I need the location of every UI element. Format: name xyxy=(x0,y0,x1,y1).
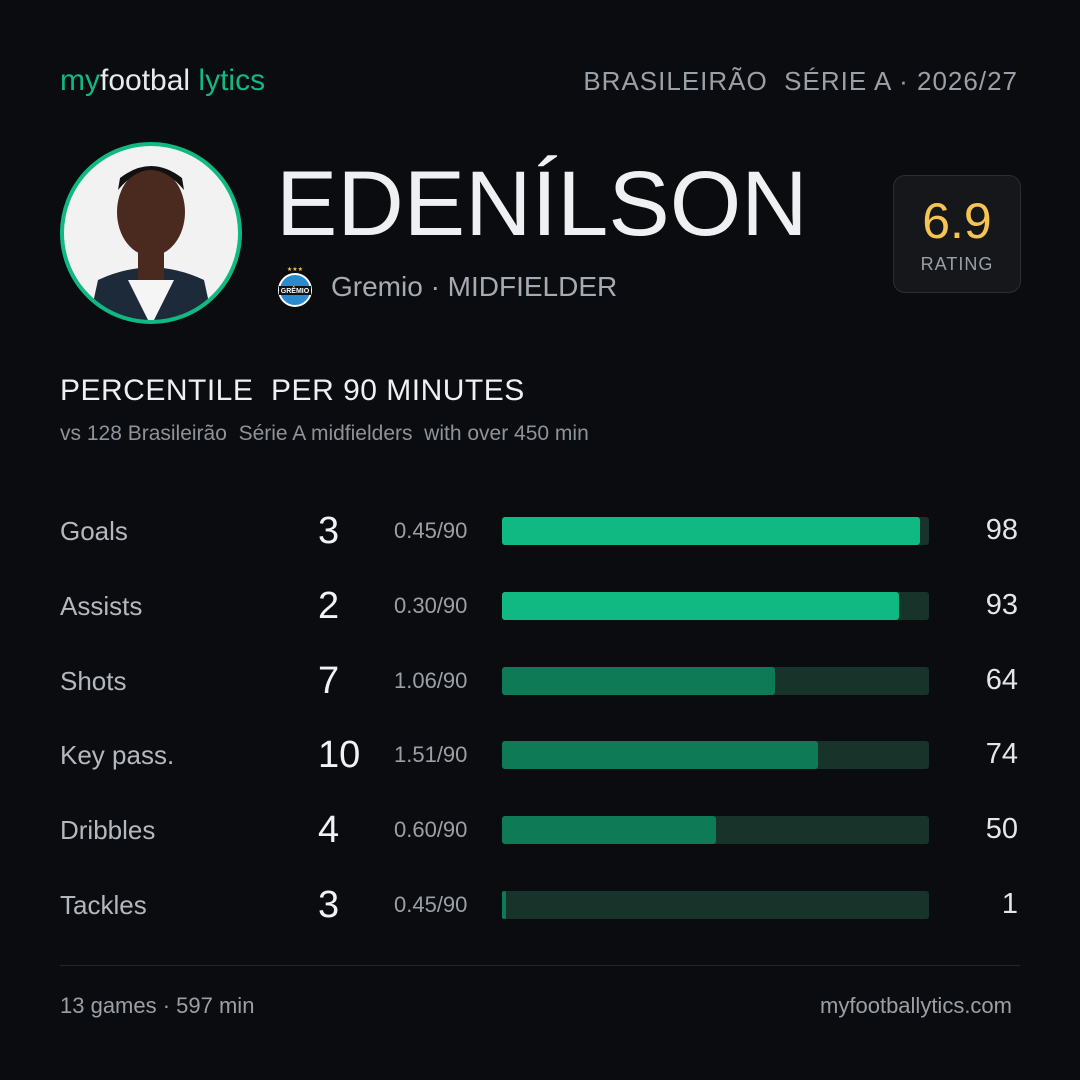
logo-part: my xyxy=(60,64,100,97)
rating-box: 6.9 RATING xyxy=(893,175,1021,293)
logo: myfootbal lytics xyxy=(60,64,265,98)
competition: BRASILEIRÃO SÉRIE A · 2026/27 xyxy=(583,66,1018,96)
bar-track xyxy=(502,891,929,919)
stat-label: Shots xyxy=(60,665,127,696)
stat-label: Dribbles xyxy=(60,815,156,846)
club-position: Gremio · MIDFIELDER xyxy=(331,271,618,302)
footer-site: myfootballytics.com xyxy=(820,993,1012,1018)
stat-total: 3 xyxy=(318,510,340,552)
logo-part: lytics xyxy=(198,64,266,97)
stat-per90: 0.45/90 xyxy=(394,518,468,543)
section-subtitle: vs 128 Brasileirão Série A midfielders w… xyxy=(60,422,589,445)
badge-text: GRÊMIO xyxy=(281,286,310,295)
percentile-label: 98 xyxy=(985,514,1018,546)
percentile-label: 74 xyxy=(985,738,1018,771)
stat-total: 4 xyxy=(318,809,340,852)
percentile-label: 50 xyxy=(985,813,1018,846)
divider xyxy=(60,965,1020,966)
percentile-label: 64 xyxy=(985,663,1018,696)
stat-total: 3 xyxy=(318,884,340,926)
percentile-label: 1 xyxy=(1001,888,1018,920)
stat-per90: 0.30/90 xyxy=(394,592,468,618)
rating: 6.9 xyxy=(922,193,992,249)
stat-label: Goals xyxy=(60,516,128,546)
stat-total: 7 xyxy=(318,659,340,702)
stat-total: 10 xyxy=(318,734,361,777)
stat-label: Key pass. xyxy=(60,740,175,771)
bar xyxy=(502,816,716,845)
bar xyxy=(502,741,818,770)
section-title: PERCENTILE PER 90 MINUTES xyxy=(60,374,525,407)
stat-total: 2 xyxy=(318,584,340,627)
bar xyxy=(502,666,776,695)
stat-per90: 1.06/90 xyxy=(394,667,468,693)
logo-part: footbal xyxy=(100,64,191,97)
avatar xyxy=(60,142,242,324)
rating-label: RATING xyxy=(920,254,994,274)
club-badge: GRÊMIO ★★★ xyxy=(278,266,312,307)
bar xyxy=(502,517,921,545)
player-name: EDENÍLSON xyxy=(276,153,808,255)
stat-per90: 1.51/90 xyxy=(394,742,468,768)
stat-per90: 0.45/90 xyxy=(394,892,468,917)
footer-games: 13 games · 597 min xyxy=(60,993,255,1018)
svg-text:★★★: ★★★ xyxy=(287,266,303,273)
percentile-label: 93 xyxy=(985,588,1018,621)
bar xyxy=(502,891,507,919)
stat-label: Assists xyxy=(60,590,143,621)
stat-label: Tackles xyxy=(60,890,147,920)
stat-per90: 0.60/90 xyxy=(394,817,468,843)
bar xyxy=(502,591,900,620)
